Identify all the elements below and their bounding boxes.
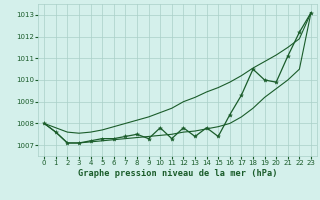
X-axis label: Graphe pression niveau de la mer (hPa): Graphe pression niveau de la mer (hPa) xyxy=(78,169,277,178)
